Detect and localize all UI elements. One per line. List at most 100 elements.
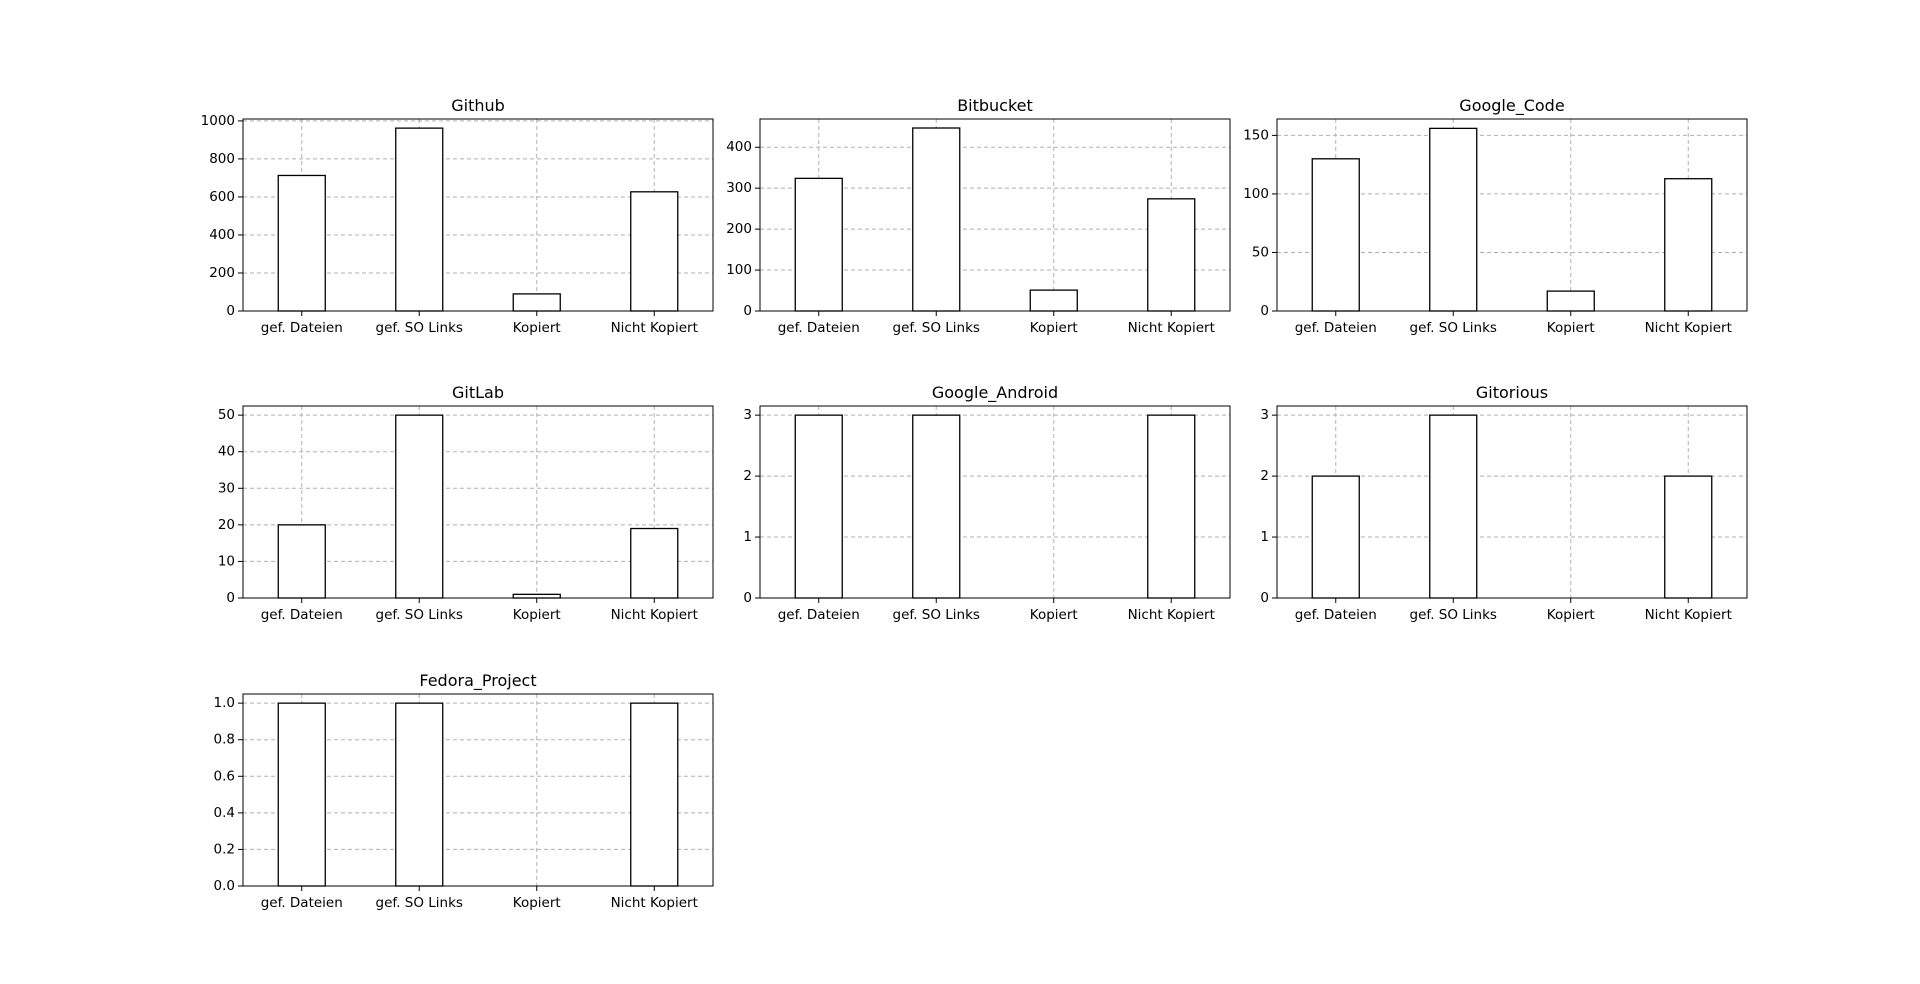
y-tick-label: 30 — [218, 480, 235, 496]
y-tick-label: 3 — [1260, 407, 1269, 423]
y-tick-label: 2 — [743, 468, 752, 484]
axes-frame — [759, 405, 1231, 599]
x-tick-label: gef. SO Links — [893, 320, 980, 336]
y-tick-label: 20 — [218, 517, 235, 533]
y-tick-label: 1000 — [201, 113, 235, 129]
bar-nicht-kopiert — [1664, 178, 1713, 312]
x-tick-label: gef. Dateien — [261, 895, 343, 911]
x-tick-label: Kopiert — [513, 607, 561, 623]
y-tick-label: 0 — [226, 303, 235, 319]
y-tick-label: 0.0 — [214, 878, 235, 894]
y-tick-label: 1 — [1260, 529, 1269, 545]
x-tick-label: Nicht Kopiert — [611, 895, 698, 911]
axes-frame — [242, 118, 714, 312]
subplot-google-android: 0 1 2 3 gef. Dateien gef. SO Links Kopiert Nich… — [743, 383, 1231, 623]
y-tick-label: 0 — [1260, 303, 1269, 319]
bar-kopiert — [1029, 289, 1078, 312]
x-tick-label: Nicht Kopiert — [1645, 607, 1732, 623]
axes-frame — [242, 693, 714, 887]
x-tick-label: Kopiert — [1030, 320, 1078, 336]
y-tick-label: 400 — [209, 227, 235, 243]
y-tick-label: 300 — [726, 180, 752, 196]
subplot-gitlab: 0 10 20 30 40 50 gef. Dateien gef. SO Links Kopi… — [218, 383, 714, 623]
axes-frame — [759, 118, 1231, 312]
bar-gef-dateien — [794, 414, 843, 599]
x-tick-label: Kopiert — [1030, 607, 1078, 623]
x-tick-label: Nicht Kopiert — [611, 320, 698, 336]
y-tick-label: 100 — [726, 262, 752, 278]
x-tick-label: Nicht Kopiert — [1128, 607, 1215, 623]
x-tick-label: gef. Dateien — [778, 607, 860, 623]
bar-kopiert — [512, 593, 561, 599]
y-tick-label: 400 — [726, 139, 752, 155]
x-tick-label: gef. SO Links — [1410, 320, 1497, 336]
y-tick-label: 100 — [1243, 186, 1269, 202]
bar-gef-dateien — [794, 177, 843, 312]
subplot-title: Gitorious — [1476, 383, 1548, 402]
y-tick-label: 1.0 — [214, 695, 235, 711]
y-tick-label: 0.6 — [214, 768, 235, 784]
y-tick-label: 0 — [743, 303, 752, 319]
x-tick-label: gef. Dateien — [778, 320, 860, 336]
x-tick-label: gef. Dateien — [261, 320, 343, 336]
subplot-gitorious: 0 1 2 3 gef. Dateien gef. SO Links Kopiert Nich… — [1260, 383, 1748, 623]
bar-gef-so-links — [912, 127, 961, 312]
bar-kopiert — [512, 293, 561, 312]
x-tick-label: Nicht Kopiert — [1128, 320, 1215, 336]
bar-gef-so-links — [912, 414, 961, 599]
y-tick-label: 150 — [1243, 127, 1269, 143]
y-tick-label: 600 — [209, 189, 235, 205]
bar-gef-so-links — [395, 414, 444, 599]
subplot-title: Google_Android — [932, 383, 1058, 403]
x-tick-label: gef. SO Links — [376, 320, 463, 336]
subplot-title: GitLab — [452, 383, 504, 402]
y-tick-label: 200 — [209, 265, 235, 281]
x-tick-label: Kopiert — [513, 895, 561, 911]
axes-frame — [1276, 405, 1748, 599]
y-tick-label: 2 — [1260, 468, 1269, 484]
x-tick-label: Kopiert — [1547, 320, 1595, 336]
subplot-google-code: 0 50 100 150 gef. Dateien gef. SO Links Kopier… — [1243, 96, 1748, 336]
bar-gef-dateien — [1311, 158, 1360, 312]
y-tick-label: 40 — [218, 444, 235, 460]
x-tick-label: Kopiert — [1547, 607, 1595, 623]
y-tick-label: 50 — [218, 407, 235, 423]
bar-nicht-kopiert — [630, 527, 679, 599]
bar-gef-so-links — [1429, 127, 1478, 312]
y-tick-label: 800 — [209, 151, 235, 167]
bar-nicht-kopiert — [1147, 414, 1196, 599]
x-tick-label: gef. SO Links — [1410, 607, 1497, 623]
bar-gef-dateien — [1311, 475, 1360, 599]
x-tick-label: gef. Dateien — [261, 607, 343, 623]
x-tick-label: Nicht Kopiert — [611, 607, 698, 623]
x-tick-label: gef. SO Links — [893, 607, 980, 623]
x-tick-label: gef. Dateien — [1295, 607, 1377, 623]
bar-gef-dateien — [277, 174, 326, 312]
bar-nicht-kopiert — [630, 191, 679, 312]
y-tick-label: 0 — [743, 590, 752, 606]
bar-kopiert — [1546, 290, 1595, 312]
subplot-title: Google_Code — [1459, 96, 1564, 116]
x-tick-label: gef. SO Links — [376, 607, 463, 623]
y-tick-label: 0 — [226, 590, 235, 606]
bar-gef-so-links — [395, 127, 444, 312]
y-tick-label: 0.4 — [214, 805, 235, 821]
subplot-fedora-project: 0.0 0.2 0.4 0.6 0.8 1.0 gef. Dateien gef. SO Li… — [214, 671, 714, 911]
y-tick-label: 10 — [218, 553, 235, 569]
bar-gef-dateien — [277, 702, 326, 887]
y-tick-label: 0.8 — [214, 732, 235, 748]
y-tick-label: 50 — [1252, 244, 1269, 260]
bar-gef-dateien — [277, 524, 326, 599]
y-tick-label: 3 — [743, 407, 752, 423]
subplot-github: 0 200 400 600 800 1000 gef. Dateien gef. SO Lin… — [201, 96, 714, 336]
bar-gef-so-links — [395, 702, 444, 887]
bar-nicht-kopiert — [630, 702, 679, 887]
subplot-title: Fedora_Project — [419, 671, 536, 691]
x-tick-label: gef. SO Links — [376, 895, 463, 911]
bar-nicht-kopiert — [1147, 198, 1196, 312]
y-tick-label: 1 — [743, 529, 752, 545]
subplot-title: Bitbucket — [957, 96, 1033, 115]
y-tick-label: 200 — [726, 221, 752, 237]
axes-frame — [242, 405, 714, 599]
